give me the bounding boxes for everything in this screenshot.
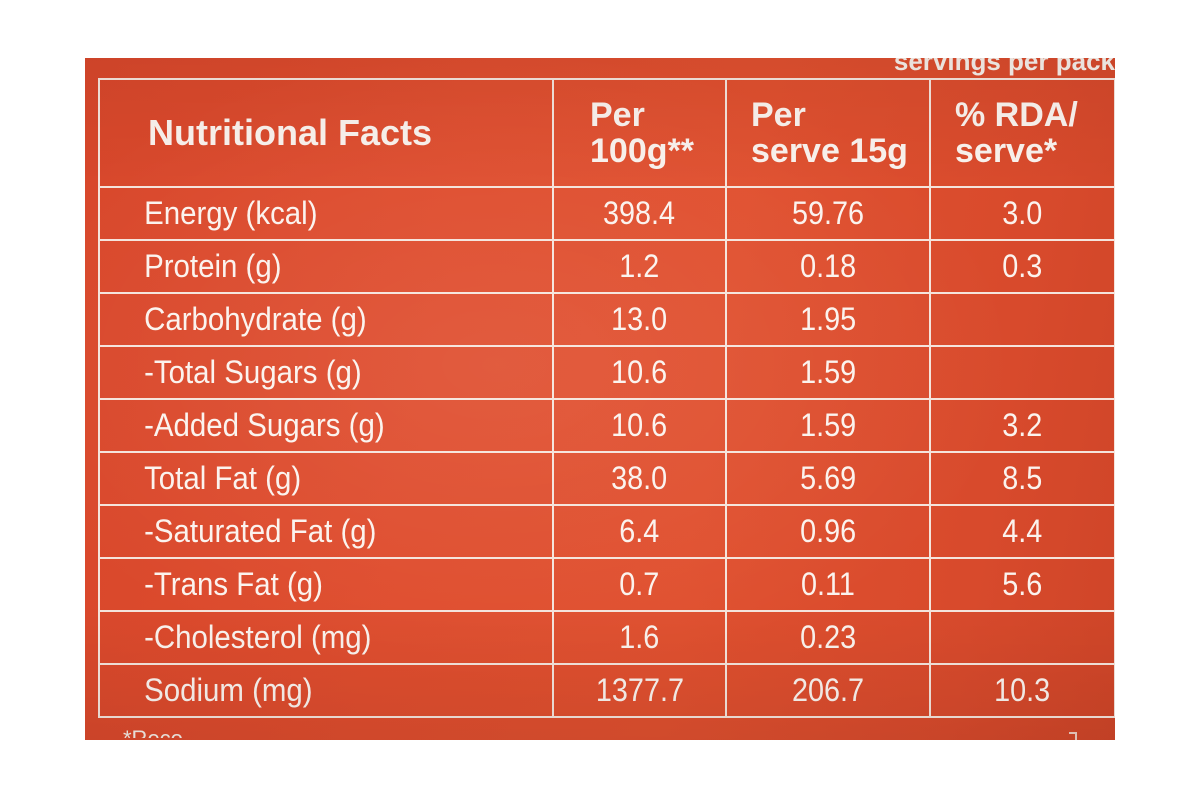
value-per-100g: 10.6 — [552, 398, 727, 453]
value-rda: 5.6 — [929, 557, 1115, 612]
value-per-serve: 0.11 — [725, 557, 931, 612]
value-per-serve: 206.7 — [725, 663, 931, 718]
value-text: 13.0 — [611, 301, 668, 337]
value-per-100g: 38.0 — [552, 451, 727, 506]
nutrient-name: Sodium (mg) — [98, 663, 518, 718]
value-rda — [929, 610, 1115, 665]
value-per-100g: 1.6 — [552, 610, 727, 665]
nutrient-name: -Total Sugars (g) — [98, 345, 518, 400]
value-text: 8.5 — [1002, 460, 1043, 496]
value-per-serve: 0.23 — [725, 610, 931, 665]
header-per-serve-line1: Per — [751, 96, 806, 134]
footnote-mark — [1069, 732, 1077, 740]
table-row: Energy (kcal) 398.4 59.76 3.0 — [98, 186, 1115, 241]
value-text: 0.23 — [799, 619, 857, 655]
value-per-serve: 0.96 — [725, 504, 931, 559]
table-row: -Total Sugars (g) 10.6 1.59 — [98, 345, 1115, 400]
value-text: 1.6 — [619, 619, 660, 655]
table-row: -Saturated Fat (g) 6.4 0.96 4.4 — [98, 504, 1115, 559]
value-rda: 3.0 — [929, 186, 1115, 241]
value-text: 1.2 — [619, 248, 660, 284]
value-text: 5.6 — [1002, 566, 1043, 602]
nutrient-name: -Cholesterol (mg) — [98, 610, 518, 665]
table-row: Protein (g) 1.2 0.18 0.3 — [98, 239, 1115, 294]
value-text: 59.76 — [791, 195, 865, 231]
nutrient-name: -Trans Fat (g) — [98, 557, 518, 612]
value-text: 0.3 — [1002, 248, 1043, 284]
nutrient-name: Protein (g) — [98, 239, 518, 294]
header-per-100g: Per 100g** — [552, 78, 727, 188]
value-per-100g: 1.2 — [552, 239, 727, 294]
value-text: 1.95 — [799, 301, 857, 337]
table-row: -Added Sugars (g) 10.6 1.59 3.2 — [98, 398, 1115, 453]
value-per-100g: 13.0 — [552, 292, 727, 347]
header-per-serve-line2: serve 15g — [751, 132, 908, 170]
value-text: 3.2 — [1002, 407, 1043, 443]
value-per-serve: 59.76 — [725, 186, 931, 241]
table-title: Nutritional Facts — [98, 78, 554, 188]
table-row: Sodium (mg) 1377.7 206.7 10.3 — [98, 663, 1115, 718]
nutrient-name: Total Fat (g) — [98, 451, 518, 506]
value-text: 3.0 — [1002, 195, 1043, 231]
header-rda: % RDA/ serve* — [929, 78, 1115, 188]
value-per-100g: 6.4 — [552, 504, 727, 559]
value-text: 0.7 — [619, 566, 660, 602]
header-per-serve: Per serve 15g — [725, 78, 931, 188]
value-per-100g: 1377.7 — [552, 663, 727, 718]
value-text: 5.69 — [799, 460, 857, 496]
nutrition-facts-table: Nutritional Facts Per 100g** Per serve 1… — [98, 78, 1115, 718]
nutrient-name: Energy (kcal) — [98, 186, 518, 241]
value-text: 206.7 — [791, 672, 865, 708]
value-text: 1377.7 — [595, 672, 684, 708]
value-per-100g: 10.6 — [552, 345, 727, 400]
value-per-serve: 1.95 — [725, 292, 931, 347]
nutrient-name: -Added Sugars (g) — [98, 398, 518, 453]
table-row: Total Fat (g) 38.0 5.69 8.5 — [98, 451, 1115, 506]
value-per-serve: 1.59 — [725, 398, 931, 453]
value-rda: 8.5 — [929, 451, 1115, 506]
value-per-100g: 0.7 — [552, 557, 727, 612]
table-row: -Trans Fat (g) 0.7 0.11 5.6 — [98, 557, 1115, 612]
table-row: Carbohydrate (g) 13.0 1.95 — [98, 292, 1115, 347]
table-header-row: Nutritional Facts Per 100g** Per serve 1… — [98, 78, 1115, 188]
value-rda: 10.3 — [929, 663, 1115, 718]
table-body: Energy (kcal) 398.4 59.76 3.0 Protein (g) 1.2… — [98, 186, 1115, 718]
nutrient-name: Carbohydrate (g) — [98, 292, 518, 347]
value-rda: 0.3 — [929, 239, 1115, 294]
value-rda — [929, 292, 1115, 347]
value-rda — [929, 345, 1115, 400]
footnote-text: *Reco — [123, 726, 183, 740]
header-rda-line1: % RDA/ — [955, 96, 1078, 134]
value-text: 0.11 — [801, 566, 855, 602]
value-text: 6.4 — [619, 513, 660, 549]
value-per-serve: 1.59 — [725, 345, 931, 400]
value-text: 0.96 — [799, 513, 857, 549]
nutrition-label-panel: servings per pack Nutritional Facts Per … — [85, 58, 1115, 740]
value-text: 38.0 — [611, 460, 668, 496]
header-per-100g-line1: Per — [590, 96, 645, 134]
value-text: 1.59 — [799, 354, 857, 390]
value-text: 398.4 — [603, 195, 676, 231]
value-per-serve: 0.18 — [725, 239, 931, 294]
header-per-100g-line2: 100g** — [590, 132, 694, 170]
value-text: 1.59 — [799, 407, 857, 443]
header-rda-line2: serve* — [955, 132, 1058, 170]
value-text: 4.4 — [1002, 513, 1043, 549]
value-text: 10.6 — [611, 407, 668, 443]
value-rda: 4.4 — [929, 504, 1115, 559]
value-text: 0.18 — [799, 248, 857, 284]
value-text: 10.6 — [611, 354, 668, 390]
value-rda: 3.2 — [929, 398, 1115, 453]
nutrient-name: -Saturated Fat (g) — [98, 504, 518, 559]
table-row: -Cholesterol (mg) 1.6 0.23 — [98, 610, 1115, 665]
value-text: 10.3 — [994, 672, 1051, 708]
value-per-serve: 5.69 — [725, 451, 931, 506]
value-per-100g: 398.4 — [552, 186, 727, 241]
servings-per-pack-text: servings per pack — [893, 58, 1115, 76]
